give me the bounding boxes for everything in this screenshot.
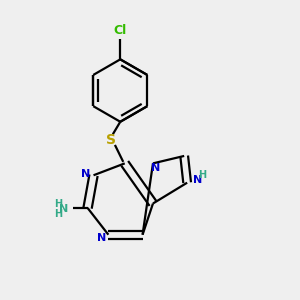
Text: Cl: Cl: [114, 24, 127, 37]
Text: H: H: [199, 170, 207, 180]
Text: N: N: [193, 175, 202, 185]
Text: S: S: [106, 133, 116, 147]
Text: N: N: [82, 169, 91, 179]
Text: H: H: [54, 200, 62, 209]
Text: N: N: [151, 163, 160, 173]
Text: H: H: [54, 209, 62, 220]
Text: N: N: [97, 233, 106, 243]
Text: N: N: [59, 204, 68, 214]
